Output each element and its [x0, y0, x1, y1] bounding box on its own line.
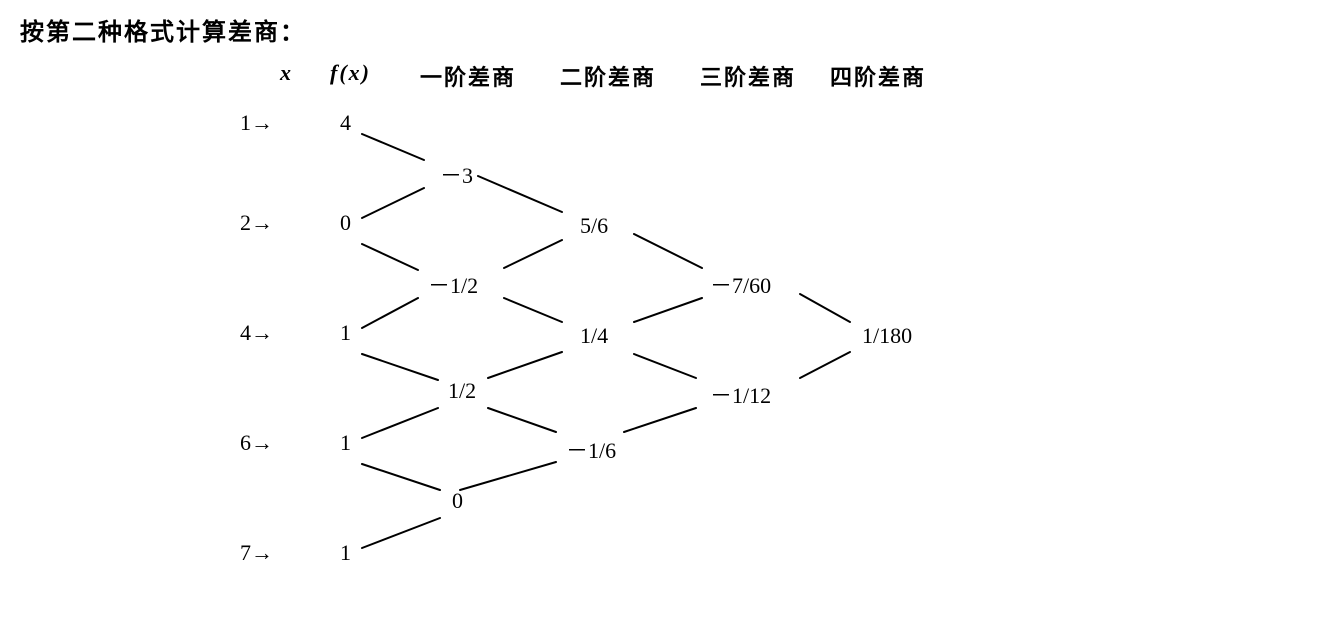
difference-diagram-lines [0, 0, 1332, 624]
